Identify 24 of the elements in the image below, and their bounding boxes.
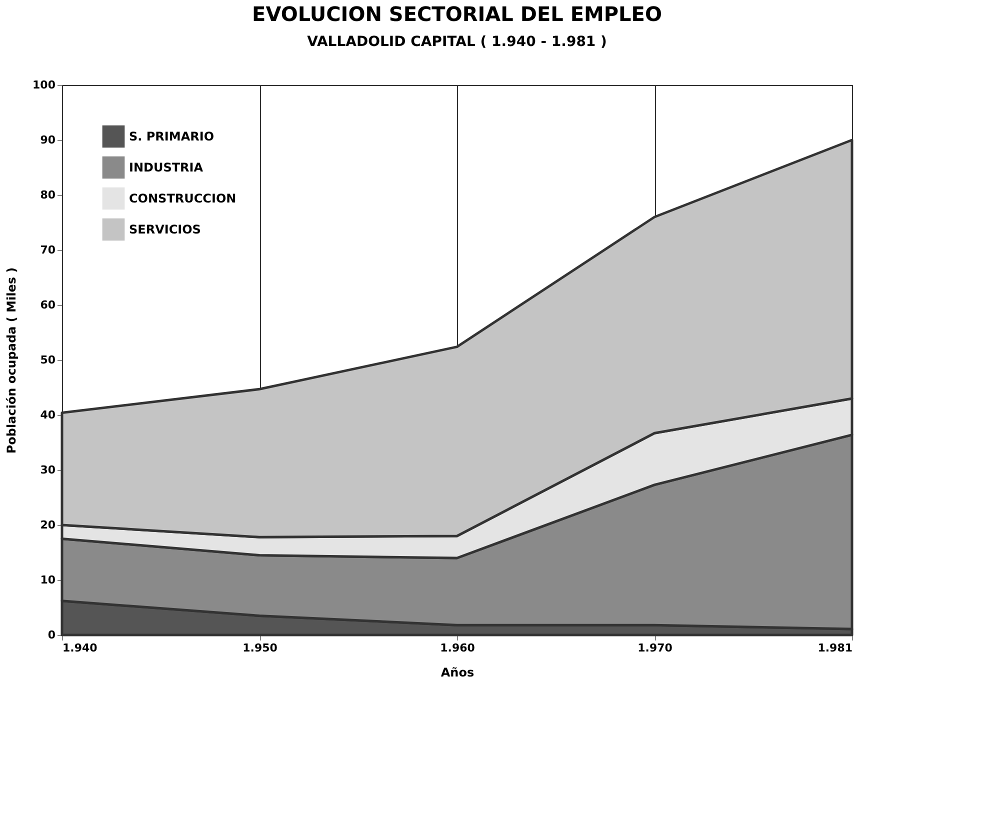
y-tick-label: 0 bbox=[48, 628, 56, 642]
legend-label: INDUSTRIA bbox=[129, 160, 204, 174]
y-tick-label: 90 bbox=[40, 134, 56, 146]
y-tick-label: 80 bbox=[40, 188, 56, 202]
x-axis-title: Años bbox=[440, 666, 474, 680]
y-tick-label: 30 bbox=[40, 464, 56, 476]
legend-label: SERVICIOS bbox=[129, 222, 201, 236]
y-tick-label: 100 bbox=[32, 78, 56, 92]
x-tick-label: 1.950 bbox=[242, 642, 278, 654]
legend-label: S. PRIMARIO bbox=[129, 130, 214, 144]
legend-label: CONSTRUCCION bbox=[129, 192, 236, 206]
y-tick-label: 60 bbox=[40, 298, 56, 312]
y-tick-label: 20 bbox=[40, 518, 56, 532]
y-tick-label: 40 bbox=[40, 408, 56, 422]
x-tick-label: 1.940 bbox=[62, 642, 98, 654]
y-tick-label: 50 bbox=[40, 354, 56, 366]
x-tick-label: 1.960 bbox=[440, 642, 476, 654]
y-axis-title: Población ocupada ( Miles ) bbox=[4, 267, 19, 454]
chart-title: EVOLUCION SECTORIAL DEL EMPLEO bbox=[252, 2, 662, 26]
y-tick-label: 70 bbox=[40, 244, 56, 256]
y-tick-label: 10 bbox=[40, 574, 56, 586]
x-tick-label: 1.981 bbox=[818, 642, 852, 654]
x-tick-label: 1.970 bbox=[638, 642, 673, 654]
chart-subtitle: VALLADOLID CAPITAL ( 1.940 - 1.981 ) bbox=[307, 34, 607, 50]
